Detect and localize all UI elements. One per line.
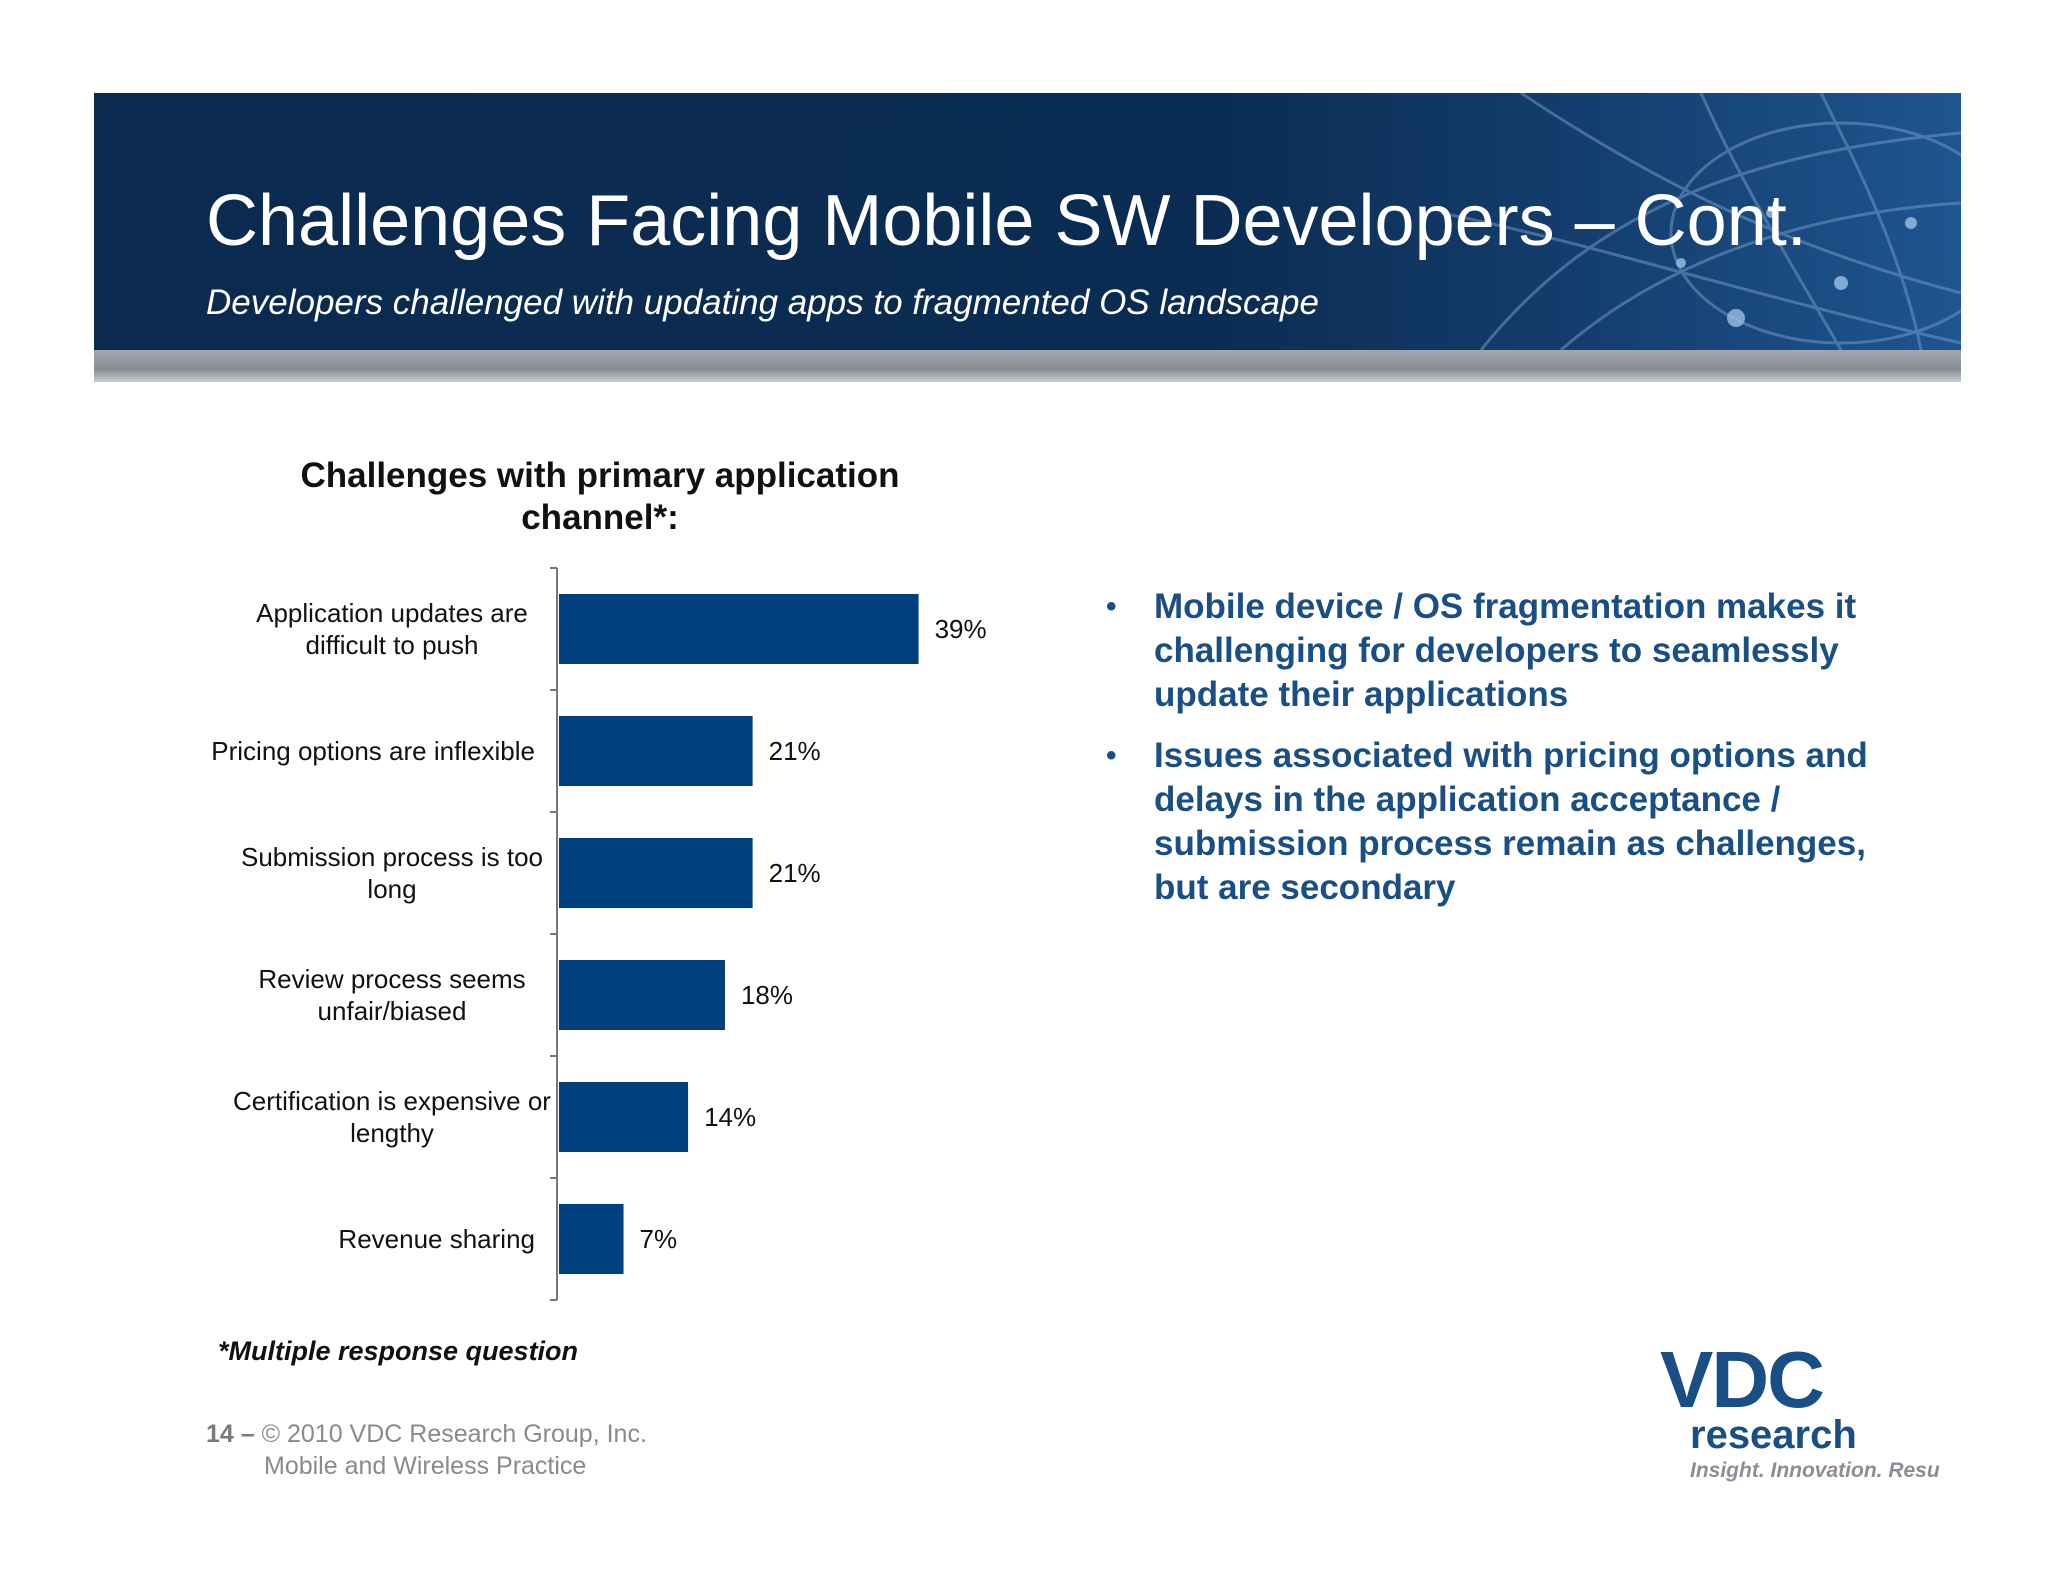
svg-text:Insight. Innovation. Results.: Insight. Innovation. Results.: [1690, 1459, 1940, 1482]
bar: [559, 716, 753, 786]
slide-title: Challenges Facing Mobile SW Developers –…: [206, 181, 1807, 261]
category-label-line: unfair/biased: [318, 996, 467, 1026]
category-label-line: Revenue sharing: [338, 1224, 535, 1254]
category-label-line: Pricing options are inflexible: [211, 736, 535, 766]
bullet-dot-icon: •: [1106, 739, 1117, 772]
svg-text:VDC: VDC: [1660, 1335, 1823, 1424]
category-label-line: Review process seems: [258, 964, 525, 994]
copyright: © 2010 VDC Research Group, Inc.: [254, 1420, 647, 1448]
data-label: 14%: [704, 1102, 756, 1132]
category-label: Certification is expensive or lengthy: [233, 1086, 551, 1148]
title-banner: [94, 93, 1961, 350]
footnote: *Multiple response question: [218, 1336, 579, 1366]
network-graphic: [1441, 93, 1961, 350]
page-number: 14 –: [206, 1420, 255, 1448]
svg-text:research: research: [1690, 1413, 1857, 1457]
bar: [559, 838, 753, 908]
data-label: 7%: [640, 1224, 678, 1254]
vdc-research-logo: VDC research Insight. Innovation. Result…: [1660, 1335, 1940, 1482]
bullet-list: • Mobile device / OS fragmentation makes …: [1100, 585, 1920, 927]
category-label: Review process seems unfair/biased: [258, 964, 525, 1026]
chart-title-line-2: channel*:: [521, 498, 679, 537]
category-label: Submission process is too long: [241, 842, 543, 904]
bar: [559, 594, 919, 664]
bar: [559, 1082, 689, 1152]
data-label: 18%: [741, 980, 793, 1010]
category-label-line: lengthy: [350, 1118, 434, 1148]
slide-subtitle: Developers challenged with updating apps…: [206, 283, 1319, 322]
category-label-line: long: [367, 874, 416, 904]
practice-name: Mobile and Wireless Practice: [264, 1452, 587, 1480]
category-label-line: difficult to push: [306, 630, 479, 660]
footer: 14 – © 2010 VDC Research Group, Inc. Mob…: [206, 1418, 647, 1482]
banner-strip: [94, 350, 1961, 382]
category-label: Application updates are difficult to push: [256, 598, 528, 660]
bullet-dot-icon: •: [1106, 590, 1117, 623]
bar: [559, 960, 725, 1030]
data-label: 39%: [935, 614, 987, 644]
data-label: 21%: [769, 736, 821, 766]
category-label: Revenue sharing: [338, 1224, 535, 1254]
bullet-text: Mobile device / OS fragmentation makes i…: [1154, 587, 1857, 714]
chart-title-line-1: Challenges with primary application: [300, 456, 900, 495]
category-label-line: Certification is expensive or: [233, 1086, 551, 1116]
category-label-line: Application updates are: [256, 598, 528, 628]
category-label: Pricing options are inflexible: [211, 736, 535, 766]
bullet-item: • Issues associated with pricing options …: [1100, 734, 1920, 910]
chart-title: Challenges with primary application chan…: [240, 455, 960, 539]
bullet-text: Issues associated with pricing options a…: [1154, 736, 1868, 907]
bullet-item: • Mobile device / OS fragmentation makes …: [1100, 585, 1920, 717]
data-label: 21%: [769, 858, 821, 888]
category-label-line: Submission process is too: [241, 842, 543, 872]
bar: [559, 1204, 624, 1274]
